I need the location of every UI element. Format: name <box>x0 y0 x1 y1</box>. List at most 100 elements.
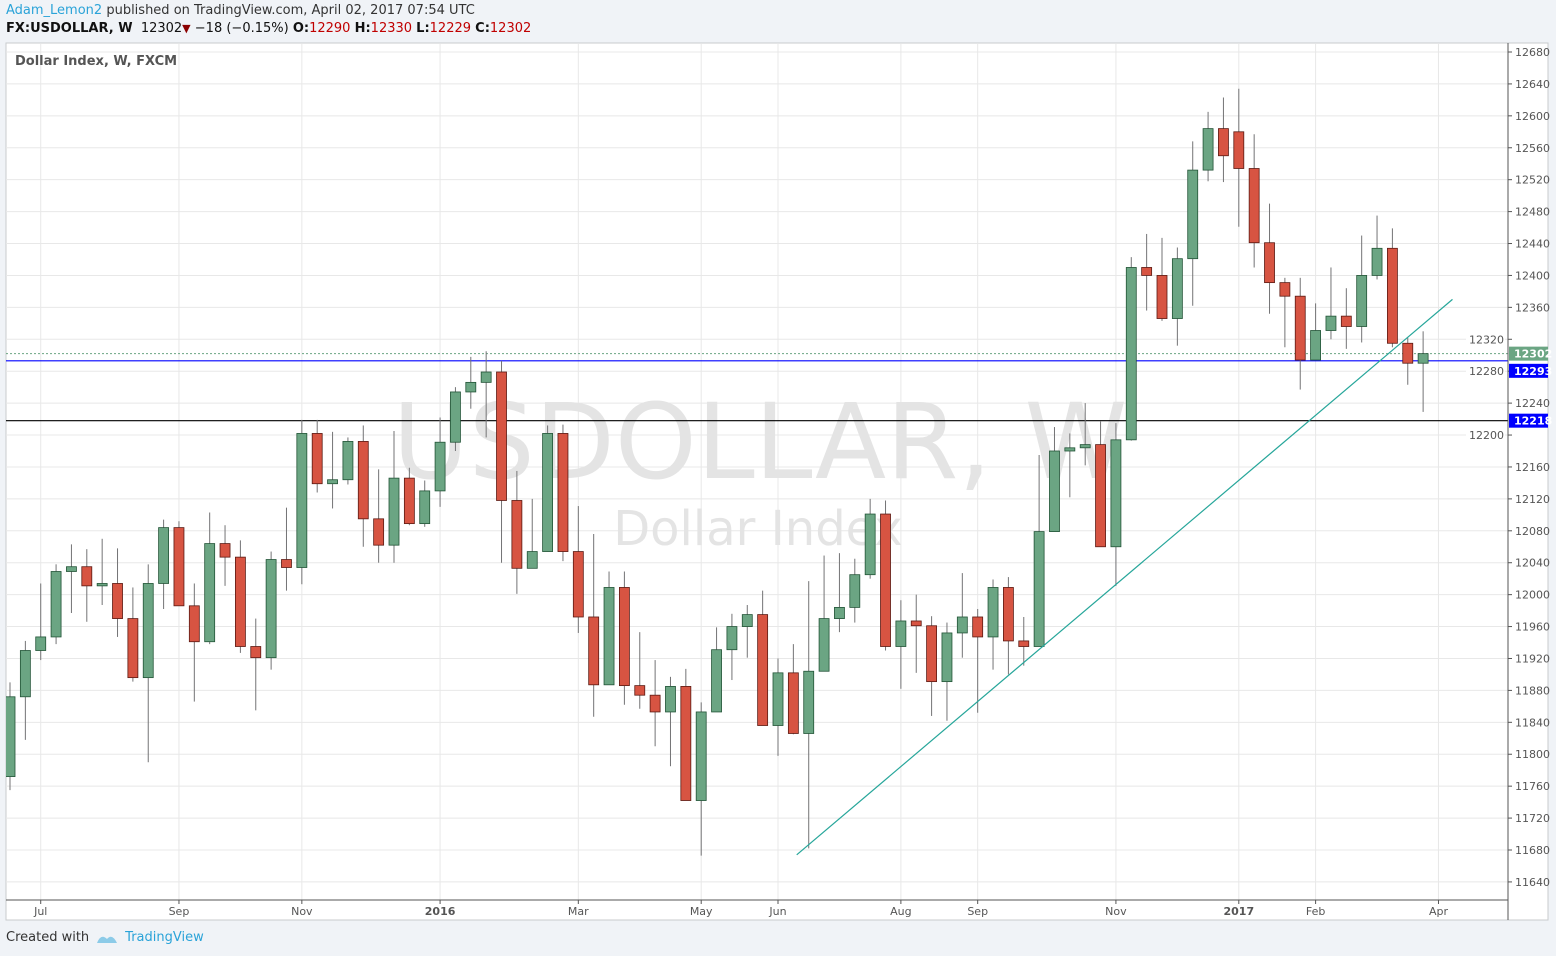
candle <box>1018 616 1030 666</box>
candle <box>772 658 784 756</box>
candle <box>649 660 661 747</box>
candle <box>665 676 676 767</box>
candle-body-down <box>234 556 246 647</box>
candle-body-up <box>1171 258 1183 319</box>
candle-body-up <box>66 566 77 572</box>
x-tick-label: Nov <box>1105 905 1127 918</box>
candle-body-down <box>972 616 984 638</box>
y-tick-label: 11760 <box>1515 780 1550 793</box>
candle-body-up <box>480 371 492 383</box>
time-axis[interactable]: Jul Sep Nov 2016 Mar May Jun Aug Sep Nov 2017 Feb Ap… <box>33 900 1448 918</box>
low-label: L: <box>416 21 430 36</box>
author-link[interactable]: Adam_Lemon2 <box>6 3 103 18</box>
y-tick-label-backing <box>1466 428 1505 442</box>
candle-body-up <box>726 626 738 651</box>
close-label: C: <box>475 21 490 36</box>
candle-body-up <box>450 391 461 443</box>
candle <box>1079 403 1091 466</box>
candle <box>96 538 108 606</box>
candle <box>557 424 569 562</box>
y-tick-label-backing <box>1466 364 1505 378</box>
x-tick-label: 2016 <box>425 905 456 918</box>
publish-info: Adam_Lemon2 published on TradingView.com… <box>6 3 475 18</box>
candle <box>572 506 584 633</box>
candle <box>66 544 77 613</box>
candle-body-down <box>1218 128 1229 157</box>
candle <box>1248 134 1260 268</box>
chart-pane <box>5 42 1549 921</box>
candle-body-down <box>757 614 769 726</box>
candle <box>311 419 323 493</box>
price-tag-label: 12218 <box>1514 415 1552 428</box>
y-tick-label: 11840 <box>1515 716 1550 729</box>
x-tick-label: Apr <box>1429 905 1449 918</box>
candle-body-up <box>665 686 676 713</box>
candle-body-up <box>956 616 968 634</box>
footer: Created with TradingView <box>6 930 204 945</box>
price-tag-label: 12293 <box>1514 365 1552 378</box>
tradingview-link[interactable]: TradingView <box>125 930 204 945</box>
candle-body-down <box>112 583 123 619</box>
candle <box>1141 233 1153 311</box>
candle <box>818 555 830 672</box>
candle <box>480 351 492 438</box>
candle-body-down <box>926 625 937 683</box>
candle <box>1233 88 1245 227</box>
candle-body-up <box>342 441 354 481</box>
low-value: 12229 <box>429 21 472 36</box>
candle <box>296 419 308 585</box>
candle <box>1356 235 1368 343</box>
candle <box>1371 215 1383 280</box>
price-axis[interactable]: 11640 11680 11720 11760 11800 11840 11880 11920… <box>1466 46 1550 889</box>
candle-body-down <box>219 543 231 558</box>
candle-body-up <box>895 620 907 647</box>
candle <box>158 519 170 610</box>
candle <box>895 600 907 689</box>
y-tick-label: 11880 <box>1515 684 1550 697</box>
candle-body-up <box>142 583 154 679</box>
candle-body-down <box>1279 282 1291 297</box>
candle <box>465 356 477 409</box>
price-tag <box>1509 363 1548 378</box>
candle-body-up <box>941 632 953 683</box>
candle-body-down <box>357 441 369 520</box>
candle-body-up <box>1356 275 1368 327</box>
candle <box>19 640 31 740</box>
candle <box>1110 423 1122 586</box>
candle <box>987 579 999 670</box>
candle-body-down <box>1018 640 1030 647</box>
candle <box>127 587 139 682</box>
candle-body-down <box>787 672 799 734</box>
candle <box>1340 288 1352 349</box>
y-tick-label: 12600 <box>1515 110 1550 123</box>
candle <box>1171 247 1183 346</box>
candle-body-down <box>1156 275 1168 319</box>
candle-body-down <box>188 605 200 643</box>
candle-body-down <box>1264 242 1275 284</box>
y-tick-label: 12120 <box>1515 493 1550 506</box>
y-tick-label: 11640 <box>1515 876 1550 889</box>
candle-body-down <box>373 518 385 546</box>
y-tick-label: 11960 <box>1515 621 1550 634</box>
candle <box>6 682 16 791</box>
candle <box>849 558 861 623</box>
candle <box>972 609 984 713</box>
candle-body-up <box>603 587 615 686</box>
candle-body-down <box>1387 247 1398 344</box>
y-tick-label: 12640 <box>1515 78 1550 91</box>
candle-body-up <box>6 696 16 777</box>
candle-body-up <box>526 551 538 569</box>
candle-body-up <box>772 672 784 726</box>
y-tick-label: 12400 <box>1515 269 1550 282</box>
candle-body-up <box>864 513 876 576</box>
candle <box>234 540 246 653</box>
candle-body-up <box>849 574 861 608</box>
candle-body-up <box>695 711 707 801</box>
candle-body-down <box>173 527 185 607</box>
candle <box>956 573 968 658</box>
candle <box>342 437 354 485</box>
candle <box>434 417 446 507</box>
x-tick-label: Jun <box>768 905 786 918</box>
y-tick-label: 12080 <box>1515 525 1550 538</box>
